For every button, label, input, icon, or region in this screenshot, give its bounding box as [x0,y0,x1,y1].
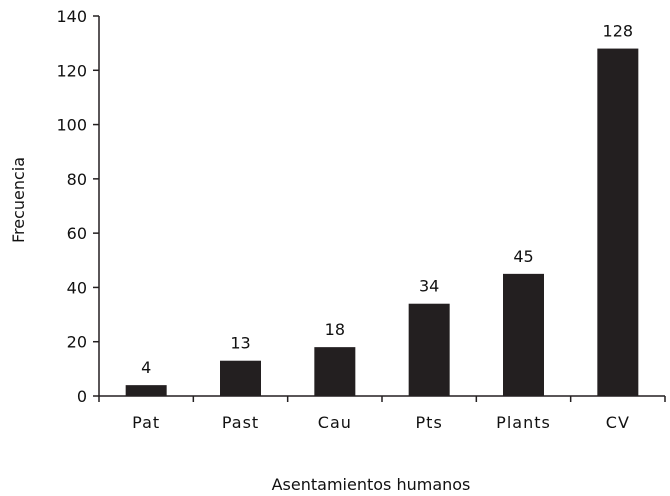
bar-past [220,360,261,396]
bar-pts [408,303,450,396]
y-tick-label: 40 [67,278,87,297]
data-label: 4 [141,358,151,377]
y-axis: 0 20 40 60 80 100 120 140 [56,7,100,406]
data-label: 18 [325,320,345,339]
y-tick-label: 100 [56,116,87,135]
x-axis-title: Asentamientos humanos [272,475,471,494]
y-tick-label: 80 [67,170,87,189]
data-labels: 4 13 18 34 45 128 [141,22,633,378]
bars [125,48,639,396]
y-tick-label: 0 [77,387,87,406]
x-axis: Pat Past Cau Pts Plants CV [98,395,666,432]
data-label: 34 [419,277,439,296]
data-label: 13 [230,334,250,353]
x-tick-label: Past [222,413,259,432]
y-tick-label: 120 [56,61,87,80]
x-tick-label: Pts [416,413,443,432]
y-axis-title: Frecuencia [9,157,28,243]
y-tick-label: 60 [67,224,87,243]
y-tick-label: 20 [67,333,87,352]
y-tick-label: 140 [56,7,87,26]
x-tick-label: CV [606,413,630,432]
x-tick-label: Plants [496,413,551,432]
x-tick-label: Pat [132,413,160,432]
bar-plants [503,273,544,396]
x-tick-label: Cau [318,413,352,432]
data-label: 128 [603,22,634,41]
bar-cv [597,48,639,396]
bar-pat [125,385,167,396]
bar-cau [314,347,356,396]
axis-titles: Frecuencia Asentamientos humanos [9,157,470,494]
data-label: 45 [513,247,533,266]
